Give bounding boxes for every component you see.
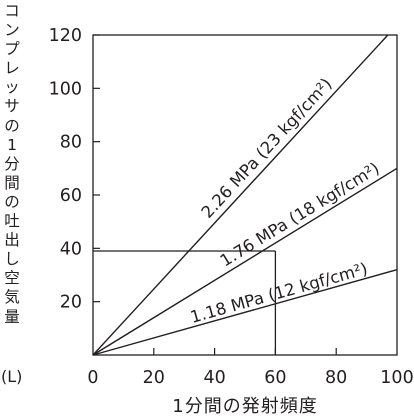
y-label-char: の [4,192,20,211]
y-label-char: し [4,250,20,269]
series-labels: 2.26 MPa (23 kgf/cm²)1.76 MPa (18 kgf/cm… [188,74,383,326]
y-tick-label: 40 [60,239,82,259]
y-label-char: 空 [4,269,20,288]
y-tick-label: 100 [49,79,82,99]
y-label-char: 量 [4,307,20,326]
y-tick-label: 80 [60,133,82,153]
y-label-char: 出 [4,231,20,250]
y-label-char: プ [4,40,20,59]
x-tick-label: 40 [203,368,225,388]
plot-frame [92,34,398,356]
y-label-char: 1 [7,135,17,154]
y-tick-label: 20 [60,293,82,313]
y-label-char: 分 [4,154,20,173]
y-label-char: の [4,116,20,135]
y-label-char: ッ [4,78,20,97]
x-tick-label: 20 [143,368,165,388]
series-line [92,167,398,356]
y-label-char: 吐 [4,212,20,231]
y-label-char: コ [4,2,20,20]
x-tick-label: 0 [87,368,98,388]
y-tick-label: 60 [60,186,82,206]
y-axis-unit: (L) [1,367,23,386]
y-tick-labels: 20 40 60 80 100 120 [49,26,82,313]
series-lines [92,34,398,356]
x-tick-label: 80 [325,368,347,388]
x-tick-label: 100 [380,368,413,388]
series-line [92,34,389,356]
y-label-char: 間 [4,173,20,192]
reading-guides [93,250,277,355]
y-label-char: ン [4,21,20,40]
x-tick-labels: 0 20 40 60 80 100 [87,368,413,388]
y-label-char: サ [4,97,20,116]
series-line [92,268,398,356]
series-label: 1.18 MPa (12 kgf/cm²) [188,259,369,327]
x-axis-label: 1分間の発射頻度 [172,396,318,417]
y-label-char: 気 [4,288,20,307]
y-tick-label: 120 [49,26,82,46]
x-tick-label: 60 [264,368,286,388]
y-label-char: レ [4,59,20,78]
